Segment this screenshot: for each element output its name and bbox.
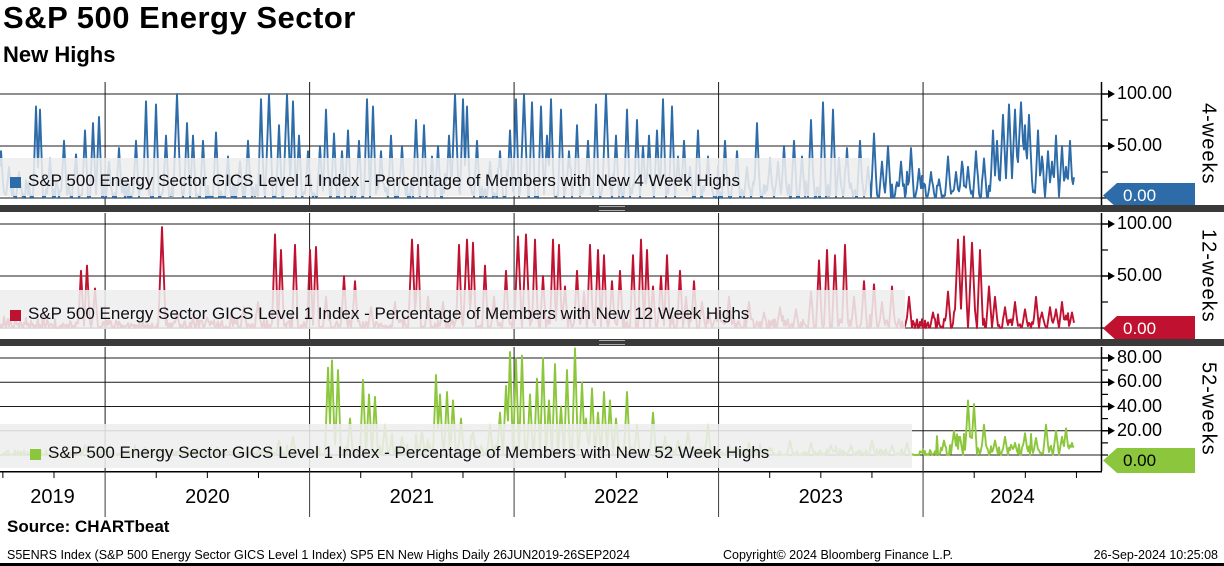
x-axis-year-label: 2021 [389, 486, 435, 508]
bottom-border [0, 563, 1224, 566]
y-axis-tick-label: 40.00 [1117, 395, 1163, 416]
chart-title: S&P 500 Energy Sector [3, 0, 356, 35]
x-axis [0, 471, 1102, 517]
panel-divider-1[interactable] [0, 205, 1224, 212]
y-axis-tick-label: 80.00 [1117, 347, 1163, 367]
legend-strip-52-weeks [0, 424, 912, 468]
x-axis-year-label: 2020 [185, 486, 230, 508]
footer-copyright: Copyright© 2024 Bloomberg Finance L.P. [723, 548, 953, 562]
footer-timestamp: 26-Sep-2024 10:25:08 [1093, 548, 1218, 562]
legend-marker-4-weeks-icon [10, 177, 21, 188]
y-axis-tick-label: 20.00 [1117, 419, 1163, 440]
legend-52-weeks[interactable]: S&P 500 Energy Sector GICS Level 1 Index… [30, 424, 769, 468]
last-value-tag-52-weeks: 0.00 [1103, 448, 1195, 473]
panel-axis-title-52-weeks: 52-weeks [1197, 362, 1220, 456]
y-axis-tick-label: 60.00 [1117, 371, 1163, 392]
legend-label-52-weeks: S&P 500 Energy Sector GICS Level 1 Index… [48, 443, 770, 462]
legend-strip-4-weeks [0, 158, 870, 196]
panel-resize-grip-icon[interactable] [599, 206, 625, 211]
footer-ticker-info: S5ENRS Index (S&P 500 Energy Sector GICS… [7, 548, 631, 562]
chart-subtitle: New Highs [3, 42, 116, 67]
last-value-tag-12-weeks: 0.00 [1103, 316, 1195, 341]
panel-divider-2[interactable] [0, 339, 1224, 346]
y-axis-tick-label: 100.00 [1117, 83, 1173, 103]
legend-label-12-weeks: S&P 500 Energy Sector GICS Level 1 Index… [28, 304, 750, 323]
x-axis-year-label: 2023 [798, 486, 844, 508]
legend-strip-12-weeks [0, 290, 905, 329]
panel-axis-title-12-weeks: 12-weeks [1197, 229, 1220, 323]
x-axis-year-label: 2024 [990, 486, 1035, 508]
source-line: Source: CHARTbeat [7, 517, 170, 536]
last-value-tag-4-weeks: 0.00 [1103, 183, 1195, 208]
panel-resize-grip-icon[interactable] [599, 340, 625, 345]
y-axis-tick-label: 50.00 [1117, 135, 1163, 155]
y-axis-tick-label: 100.00 [1117, 213, 1173, 233]
legend-12-weeks[interactable]: S&P 500 Energy Sector GICS Level 1 Index… [10, 290, 749, 329]
legend-label-4-weeks: S&P 500 Energy Sector GICS Level 1 Index… [28, 171, 740, 190]
series-line-4-weeks [0, 93, 1075, 199]
y-axis-tick-label: 50.00 [1117, 265, 1163, 285]
panel-axis-title-4-weeks: 4-weeks [1197, 102, 1220, 185]
x-axis-year-label: 2019 [30, 486, 75, 508]
legend-marker-52-weeks-icon [30, 449, 41, 460]
legend-4-weeks[interactable]: S&P 500 Energy Sector GICS Level 1 Index… [10, 158, 740, 196]
legend-marker-12-weeks-icon [10, 310, 21, 321]
x-axis-year-label: 2022 [594, 486, 639, 508]
